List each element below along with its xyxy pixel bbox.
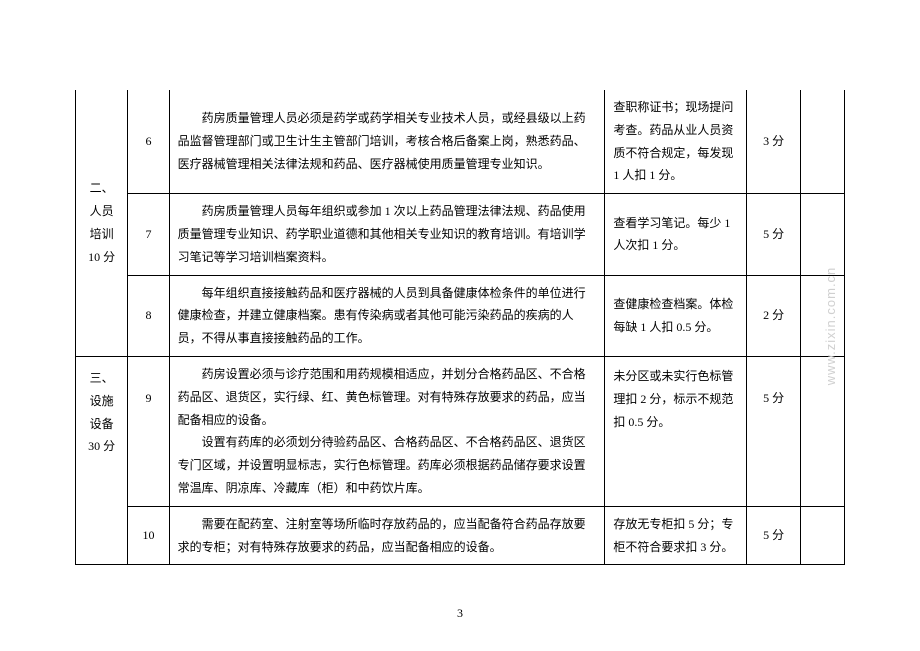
description-text: 药房质量管理人员每年组织或参加 1 次以上药品管理法律法规、药品使用质量管理专业… <box>178 200 597 268</box>
empty-cell <box>801 194 845 275</box>
score-cell: 5 分 <box>746 506 800 565</box>
table-row: 8 每年组织直接接触药品和医疗器械的人员到具备健康体检条件的单位进行健康检查，并… <box>76 275 845 356</box>
score-cell: 5 分 <box>746 356 800 506</box>
score-cell: 3 分 <box>746 90 800 194</box>
description-text: 每年组织直接接触药品和医疗器械的人员到具备健康体检条件的单位进行健康检查，并建立… <box>178 282 597 350</box>
category-cell: 三、 设施 设备 30 分 <box>76 356 128 564</box>
row-number: 8 <box>128 275 169 356</box>
table-row: 二、 人员 培训 10 分 6 药房质量管理人员必须是药学或药学相关专业技术人员… <box>76 90 845 194</box>
description-cell: 需要在配药室、注射室等场所临时存放药品的，应当配备符合药品存放要求的专柜；对有特… <box>169 506 605 565</box>
evaluation-table: 二、 人员 培训 10 分 6 药房质量管理人员必须是药学或药学相关专业技术人员… <box>75 90 845 565</box>
watermark-text: www.zixin.com.cn <box>823 266 838 385</box>
category-label: 二、 人员 培训 10 分 <box>88 181 115 263</box>
empty-cell <box>801 90 845 194</box>
check-cell: 查健康检查档案。体检每缺 1 人扣 0.5 分。 <box>605 275 747 356</box>
description-text: 需要在配药室、注射室等场所临时存放药品的，应当配备符合药品存放要求的专柜；对有特… <box>178 513 597 559</box>
description-cell: 药房质量管理人员必须是药学或药学相关专业技术人员，或经县级以上药品监督管理部门或… <box>169 90 605 194</box>
row-number: 9 <box>128 356 169 506</box>
description-cell: 药房设置必须与诊疗范围和用药规模相适应，并划分合格药品区、不合格药品区、退货区，… <box>169 356 605 506</box>
row-number: 10 <box>128 506 169 565</box>
description-text: 设置有药库的必须划分待验药品区、合格药品区、不合格药品区、退货区专门区域，并设置… <box>178 431 597 499</box>
table-row: 10 需要在配药室、注射室等场所临时存放药品的，应当配备符合药品存放要求的专柜；… <box>76 506 845 565</box>
category-cell: 二、 人员 培训 10 分 <box>76 90 128 356</box>
description-cell: 药房质量管理人员每年组织或参加 1 次以上药品管理法律法规、药品使用质量管理专业… <box>169 194 605 275</box>
row-number: 7 <box>128 194 169 275</box>
check-cell: 查职称证书；现场提问考查。药品从业人员资质不符合规定，每发现 1 人扣 1 分。 <box>605 90 747 194</box>
description-text: 药房设置必须与诊疗范围和用药规模相适应，并划分合格药品区、不合格药品区、退货区，… <box>178 363 597 431</box>
score-cell: 5 分 <box>746 194 800 275</box>
check-cell: 查看学习笔记。每少 1 人次扣 1 分。 <box>605 194 747 275</box>
score-cell: 2 分 <box>746 275 800 356</box>
description-text: 药房质量管理人员必须是药学或药学相关专业技术人员，或经县级以上药品监督管理部门或… <box>178 107 597 175</box>
empty-cell <box>801 506 845 565</box>
document-page: 二、 人员 培训 10 分 6 药房质量管理人员必须是药学或药学相关专业技术人员… <box>0 0 920 565</box>
table-row: 三、 设施 设备 30 分 9 药房设置必须与诊疗范围和用药规模相适应，并划分合… <box>76 356 845 506</box>
page-number: 3 <box>0 606 920 621</box>
category-label: 三、 设施 设备 30 分 <box>88 371 115 453</box>
table-row: 7 药房质量管理人员每年组织或参加 1 次以上药品管理法律法规、药品使用质量管理… <box>76 194 845 275</box>
check-cell: 存放无专柜扣 5 分；专柜不符合要求扣 3 分。 <box>605 506 747 565</box>
description-cell: 每年组织直接接触药品和医疗器械的人员到具备健康体检条件的单位进行健康检查，并建立… <box>169 275 605 356</box>
check-cell: 未分区或未实行色标管理扣 2 分，标示不规范扣 0.5 分。 <box>605 356 747 506</box>
row-number: 6 <box>128 90 169 194</box>
